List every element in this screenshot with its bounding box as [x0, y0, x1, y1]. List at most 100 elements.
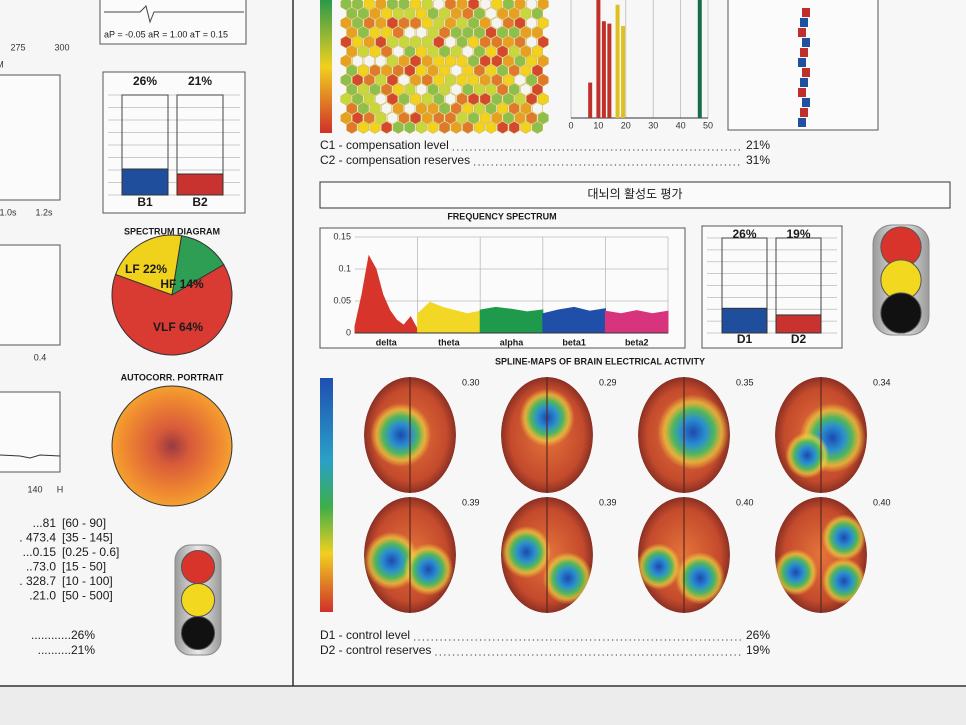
indicator-value: . 328.7	[19, 574, 56, 588]
bar	[176, 173, 224, 196]
indicator-value: ...81	[33, 516, 57, 530]
brain-activity	[775, 549, 818, 596]
hex-cell	[479, 111, 491, 125]
hex-cell	[537, 73, 549, 87]
hex-cell	[392, 7, 404, 20]
indicator-range: [10 - 100]	[62, 574, 113, 588]
hex-cell	[404, 102, 416, 115]
hex-cell	[497, 45, 509, 58]
hex-cell	[363, 54, 375, 68]
hex-cell	[346, 45, 358, 58]
hex-cell	[468, 111, 480, 125]
hex-cell	[514, 35, 526, 49]
hex-cell	[433, 111, 445, 125]
hex-cell	[363, 16, 375, 30]
hex-cell	[473, 26, 485, 39]
hex-cell	[531, 83, 543, 96]
hex-cell	[508, 83, 520, 96]
hex-cell	[531, 45, 543, 58]
hex-cell	[340, 73, 352, 87]
hex-cell	[456, 73, 468, 87]
hex-cell	[352, 92, 364, 106]
hex-cell	[491, 35, 503, 49]
hex-cell	[520, 45, 532, 58]
hex-cell	[340, 92, 352, 106]
hex-cell	[520, 83, 532, 96]
hex-cell	[514, 16, 526, 30]
hex-cell	[352, 54, 364, 68]
hex-cell	[386, 35, 398, 49]
hex-cell	[450, 83, 462, 96]
hex-cell	[386, 54, 398, 68]
hex-cell	[415, 7, 427, 20]
hex-cell	[462, 83, 474, 96]
fragment-label: H	[57, 484, 64, 494]
hex-cell	[485, 64, 497, 77]
hex-cell	[491, 16, 503, 30]
section-title: 대뇌의 활성도 평가	[588, 187, 683, 201]
hex-cell	[392, 64, 404, 77]
hex-cell	[468, 54, 480, 68]
hex-cell	[450, 102, 462, 115]
hex-cell	[398, 54, 410, 68]
hex-cell	[427, 121, 439, 134]
summary-line: ..........21%	[38, 643, 96, 657]
hex-cell	[468, 16, 480, 30]
hex-cell	[381, 7, 393, 20]
hex-cell	[427, 102, 439, 115]
bar	[721, 307, 768, 334]
hex-cell	[410, 54, 422, 68]
indicator-range: [0.25 - 0.6]	[62, 545, 119, 559]
hex-cell	[526, 73, 538, 87]
hex-cell	[352, 16, 364, 30]
hex-cell	[415, 26, 427, 39]
hex-cell	[450, 64, 462, 77]
indicator-value: ...0.15	[23, 545, 57, 559]
hex-cell	[497, 121, 509, 134]
indicator-range: [15 - 50]	[62, 560, 106, 574]
histogram-bar	[596, 0, 601, 118]
fragment-box	[0, 74, 61, 201]
hex-cell	[421, 0, 433, 11]
hex-cell	[444, 0, 456, 11]
hex-cell	[398, 73, 410, 87]
hex-cell	[526, 35, 538, 49]
histogram-bar	[621, 25, 626, 118]
hex-cell	[357, 83, 369, 96]
hex-cell	[363, 0, 375, 11]
hex-cell	[508, 121, 520, 134]
y-tick-label: 0	[346, 327, 351, 337]
hex-cell	[462, 26, 474, 39]
hex-cell	[537, 111, 549, 125]
hex-cell	[421, 92, 433, 106]
histogram-bar	[601, 21, 606, 119]
hex-cell	[502, 0, 514, 11]
hex-cell	[433, 16, 445, 30]
hex-cell	[491, 92, 503, 106]
hex-cell	[514, 0, 526, 11]
hex-cell	[381, 83, 393, 96]
bar-value-label: 19%	[786, 227, 810, 241]
brain-activity	[542, 552, 593, 605]
stack-block	[798, 118, 806, 127]
hex-cell	[375, 73, 387, 87]
hex-cell	[404, 64, 416, 77]
spline-value: 0.29	[599, 377, 617, 387]
hex-cell	[369, 83, 381, 96]
hex-cell	[520, 26, 532, 39]
indicator-range: [35 - 145]	[62, 531, 113, 545]
pie-label: VLF 64%	[153, 320, 203, 334]
hex-cell	[444, 16, 456, 30]
bar-value-label: 26%	[133, 74, 157, 88]
hex-cell	[526, 111, 538, 125]
band-label: beta2	[625, 337, 649, 347]
stack-block	[800, 108, 808, 117]
leader-label: C2 - compensation reserves	[320, 153, 470, 167]
hex-cell	[346, 121, 358, 134]
hex-cell	[520, 102, 532, 115]
hex-cell	[462, 102, 474, 115]
hex-cell	[427, 45, 439, 58]
leader-label: D2 - control reserves	[320, 643, 431, 657]
hex-cell	[502, 35, 514, 49]
